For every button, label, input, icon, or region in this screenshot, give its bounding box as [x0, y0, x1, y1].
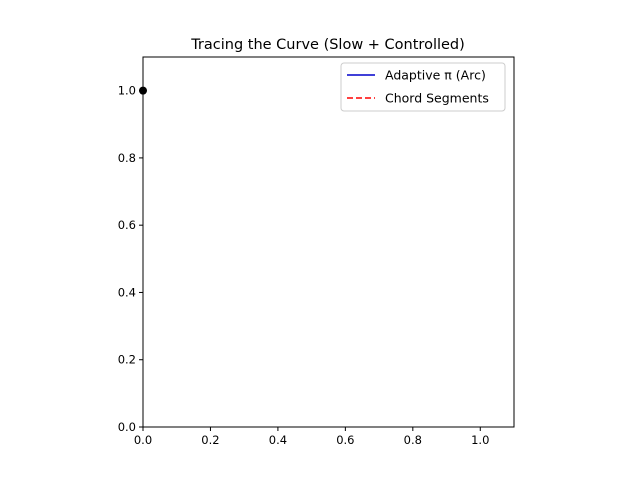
plot-area	[139, 56, 515, 428]
y-tick-label: 0.0	[118, 420, 136, 434]
legend-label-chord: Chord Segments	[385, 91, 489, 106]
y-tick-label: 1.0	[118, 84, 136, 98]
x-axis: 0.0 0.2 0.4 0.6 0.8 1.0	[134, 427, 489, 447]
x-tick-label: 0.4	[269, 433, 287, 447]
y-tick-label: 0.4	[118, 285, 136, 299]
y-tick-label: 0.6	[118, 218, 136, 232]
chart-title: Tracing the Curve (Slow + Controlled)	[190, 37, 465, 53]
y-tick-label: 0.8	[118, 151, 136, 165]
y-axis: 0.0 0.2 0.4 0.6 0.8 1.0	[118, 84, 143, 434]
x-tick-label: 0.6	[336, 433, 354, 447]
x-tick-label: 0.0	[134, 433, 152, 447]
legend-frame	[340, 62, 506, 112]
x-tick-label: 0.8	[404, 433, 422, 447]
x-tick-label: 0.2	[201, 433, 219, 447]
x-tick-label: 1.0	[471, 433, 489, 447]
y-tick-label: 0.2	[118, 353, 136, 367]
plot-frame	[142, 56, 515, 428]
legend: Adaptive π (Arc) Chord Segments	[340, 62, 506, 112]
legend-label-arc: Adaptive π (Arc)	[385, 68, 486, 83]
